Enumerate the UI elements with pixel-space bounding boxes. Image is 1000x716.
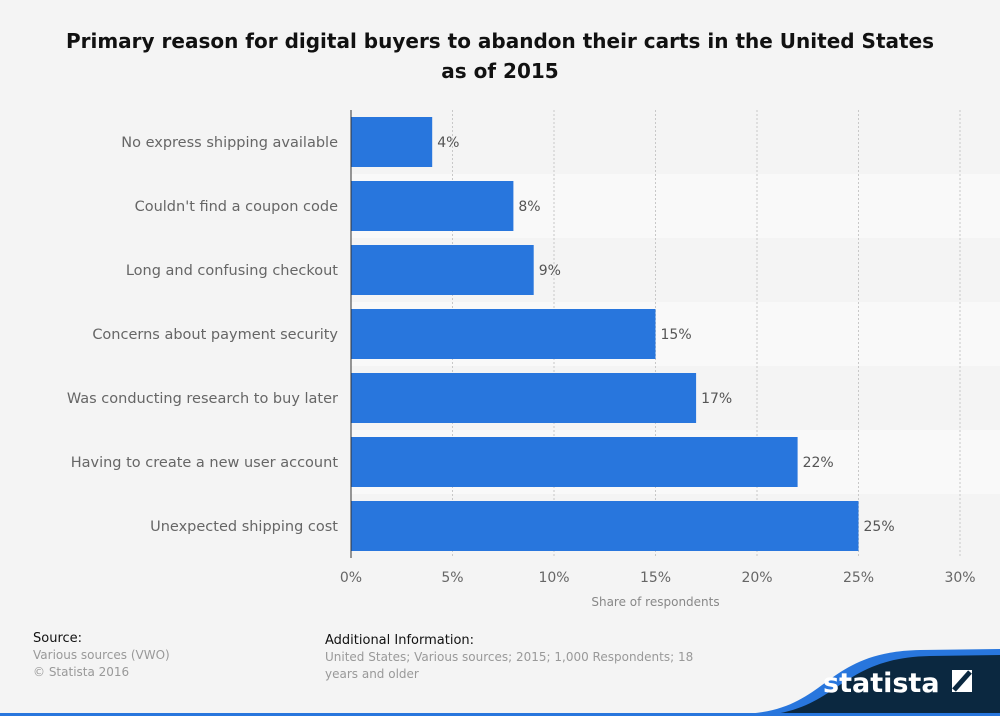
category-label: Unexpected shipping cost [150,519,338,535]
info-text: United States; Various sources; 2015; 1,… [325,650,694,681]
data-label: 22% [803,455,834,471]
x-axis-title: Share of respondents [591,595,719,609]
bar [351,373,697,423]
source-line: Various sources (VWO) [33,648,170,662]
row-band [351,110,1000,174]
bar [351,117,433,167]
category-label: Having to create a new user account [71,455,339,471]
copyright: © Statista 2016 [33,665,130,679]
source-block: Source: Various sources (VWO) © Statista… [33,630,283,681]
statista-logo: statista [740,649,1000,716]
info-heading: Additional Information: [325,633,475,648]
bar [351,501,859,551]
source-heading: Source: [33,631,83,646]
category-label: Concerns about payment security [92,327,338,343]
bar-chart: 0% 5% 10% 15% 20% 25% 30% No express shipping a… [66,110,1000,609]
x-tick-label: 5% [441,570,463,586]
x-tick-label: 20% [741,570,772,586]
data-label: 15% [661,327,692,343]
bar [351,245,534,295]
chart-title: Primary reason for digital buyers to aba… [65,29,935,83]
bar [351,437,798,487]
bar [351,309,656,359]
data-label: 8% [518,199,540,215]
data-label: 9% [539,263,561,279]
x-tick-label: 30% [944,570,975,586]
x-tick-label: 25% [843,570,874,586]
bottom-rule [0,713,1000,716]
category-label: No express shipping available [121,135,338,151]
x-tick-label: 15% [640,570,671,586]
x-tick-label: 0% [340,570,362,586]
data-label: 25% [864,519,895,535]
data-label: 4% [437,135,459,151]
category-label: Couldn't find a coupon code [135,199,338,215]
data-label: 17% [701,391,732,407]
category-label: Long and confusing checkout [126,263,338,279]
additional-info-block: Additional Information: United States; V… [325,632,725,683]
category-label: Was conducting research to buy later [67,391,338,407]
bar [351,181,514,231]
x-tick-label: 10% [538,570,569,586]
svg-text:statista: statista [823,668,940,699]
